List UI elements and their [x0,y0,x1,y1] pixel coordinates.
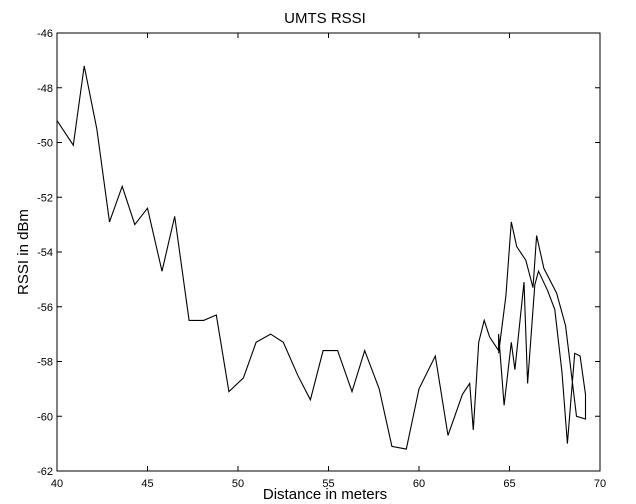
x-tick-label: 60 [413,478,425,490]
plot-area [56,65,587,450]
chart-title: UMTS RSSI [284,10,366,27]
y-tick-label: -60 [37,411,53,423]
x-axis: 40 45 50 55 60 65 70 [51,33,606,490]
y-axis: -46 -48 -50 -52 -54 -56 -58 -60 -62 [37,28,600,478]
x-tick-label: 55 [322,478,334,490]
x-tick-label: 50 [232,478,244,490]
x-tick-label: 45 [141,478,153,490]
y-tick-label: -52 [37,192,53,204]
y-tick-label: -56 [37,302,53,314]
y-tick-label: -62 [37,466,53,478]
y-tick-label: -50 [37,138,53,150]
x-axis-label: Distance in meters [263,486,387,503]
rssi-series-line [56,65,587,450]
x-tick-label: 65 [503,478,515,490]
x-tick-label: 70 [594,478,606,490]
y-tick-label: -46 [37,28,53,40]
y-tick-label: -48 [37,83,53,95]
x-tick-label: 40 [51,478,63,490]
y-tick-label: -58 [37,357,53,369]
y-axis-label: RSSI in dBm [15,209,32,295]
y-tick-label: -54 [37,247,53,259]
